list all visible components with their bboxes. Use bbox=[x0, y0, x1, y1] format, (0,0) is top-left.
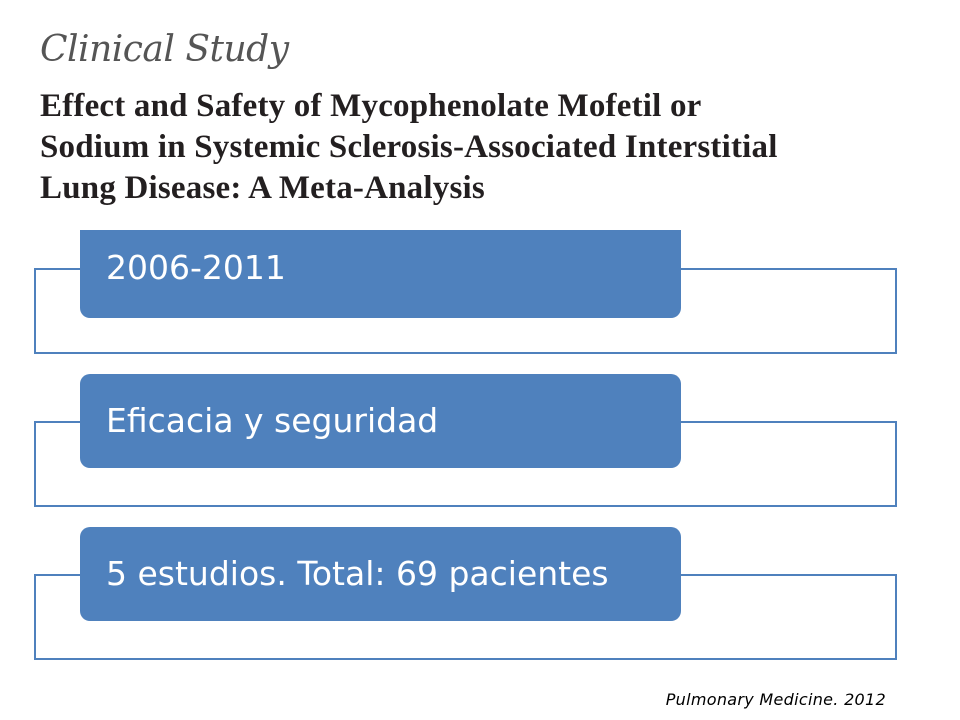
paper-type-label: Clinical Study bbox=[40, 29, 289, 70]
list-item-label: Eficacia y seguridad bbox=[80, 374, 681, 468]
list-item: 5 estudios. Total: 69 pacientes bbox=[0, 527, 960, 660]
paper-title: Effect and Safety of Mycophenolate Mofet… bbox=[40, 88, 778, 206]
citation: Pulmonary Medicine. 2012 bbox=[665, 690, 886, 709]
list-item-label: 2006-2011 bbox=[80, 230, 681, 318]
list-item: Eficacia y seguridad bbox=[0, 374, 960, 507]
list-item-label: 5 estudios. Total: 69 pacientes bbox=[80, 527, 681, 621]
paper-heading: Clinical Study Effect and Safety of Myco… bbox=[40, 28, 920, 209]
list-item: 2006-2011 bbox=[0, 230, 960, 360]
